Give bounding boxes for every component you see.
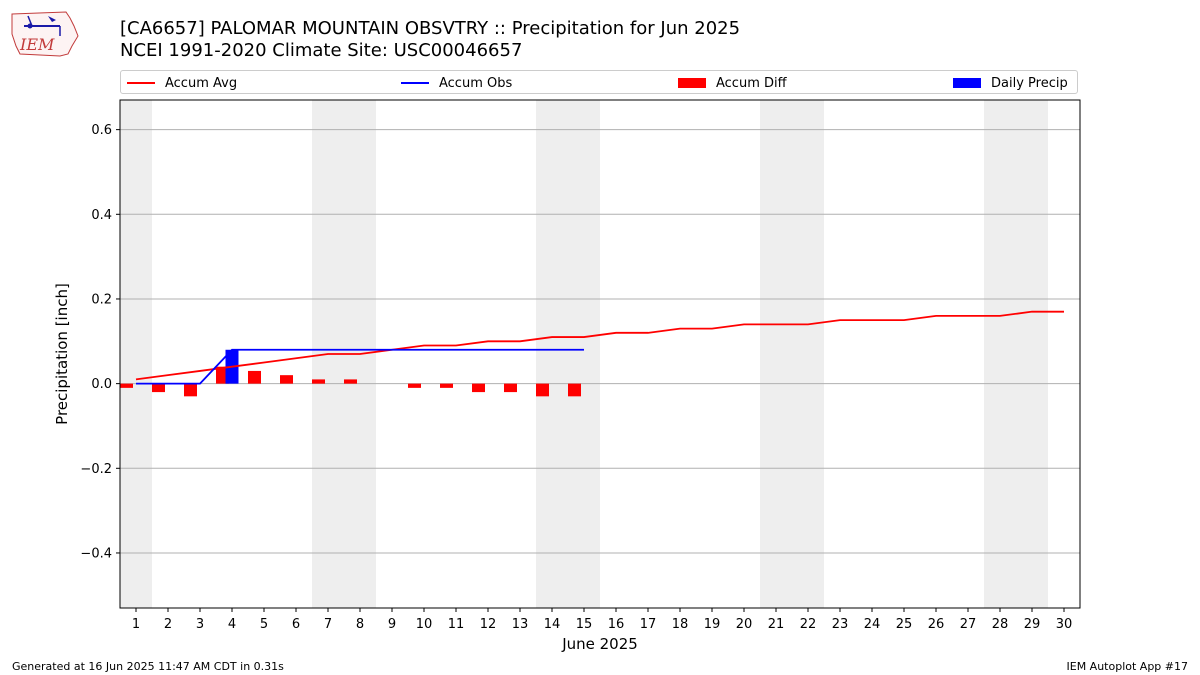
xtick-label-16: 16 <box>608 617 625 632</box>
legend-swatch-accum-diff <box>678 78 706 88</box>
xtick-label-6: 6 <box>292 617 300 632</box>
xtick-label-24: 24 <box>864 617 881 632</box>
xtick-label-12: 12 <box>480 617 497 632</box>
xtick-label-22: 22 <box>800 617 817 632</box>
xtick-label-1: 1 <box>132 617 140 632</box>
xtick-label-28: 28 <box>992 617 1009 632</box>
legend-item-accum-diff: Accum Diff <box>678 74 787 92</box>
xtick-label-5: 5 <box>260 617 268 632</box>
state-outline <box>11 11 79 57</box>
x-axis-label: June 2025 <box>561 635 638 653</box>
accum-diff-bar-day-14 <box>536 383 549 397</box>
xtick-label-8: 8 <box>356 617 364 632</box>
accum-diff-bar-day-11 <box>440 383 453 388</box>
weekend-band-4 <box>760 100 824 608</box>
legend-swatch-accum-obs <box>401 82 429 84</box>
xtick-label-20: 20 <box>736 617 753 632</box>
legend-swatch-daily-precip <box>953 78 981 88</box>
legend: Accum Avg Accum Obs Accum Diff Daily Pre… <box>120 70 1078 94</box>
ytick-label-2: 0.0 <box>91 377 112 392</box>
legend-swatch-accum-avg <box>127 82 155 84</box>
accum-diff-bar-day-6 <box>280 375 293 384</box>
ytick-label-5: 0.6 <box>91 123 112 138</box>
xtick-label-13: 13 <box>512 617 529 632</box>
ytick-label-0: −0.4 <box>80 546 112 561</box>
accum-diff-bar-day-10 <box>408 383 421 388</box>
xtick-label-9: 9 <box>388 617 396 632</box>
iem-logo: IEM <box>11 11 79 57</box>
ytick-label-1: −0.2 <box>80 462 112 477</box>
xtick-label-3: 3 <box>196 617 204 632</box>
legend-label-accum-obs: Accum Obs <box>439 75 513 91</box>
accum-diff-bar-day-5 <box>248 370 261 384</box>
accum-diff-bar-day-3 <box>184 383 197 397</box>
ytick-label-3: 0.2 <box>91 292 112 307</box>
accum-avg-line <box>135 310 1064 381</box>
legend-item-accum-obs: Accum Obs <box>401 74 512 92</box>
accum-diff-bar-day-12 <box>472 383 485 393</box>
weekend-band-1 <box>120 100 152 608</box>
legend-item-accum-avg: Accum Avg <box>127 74 237 92</box>
ytick-label-4: 0.4 <box>91 208 112 223</box>
xtick-label-19: 19 <box>704 617 721 632</box>
legend-label-accum-diff: Accum Diff <box>716 75 787 91</box>
xtick-label-10: 10 <box>416 617 433 632</box>
accum-diff-bar-day-8 <box>344 379 357 384</box>
accum-diff-bar-day-2 <box>152 383 165 393</box>
xtick-label-27: 27 <box>960 617 977 632</box>
xtick-label-17: 17 <box>640 617 657 632</box>
accum-diff-bar-day-15 <box>568 383 581 397</box>
plot-frame <box>119 99 1081 609</box>
legend-label-accum-avg: Accum Avg <box>165 75 238 91</box>
xtick-label-26: 26 <box>928 617 945 632</box>
xtick-label-4: 4 <box>228 617 236 632</box>
chart-title: [CA6657] PALOMAR MOUNTAIN OBSVTRY :: Pre… <box>120 18 741 39</box>
accum-diff-bar-day-7 <box>312 379 325 384</box>
chart-subtitle: NCEI 1991-2020 Climate Site: USC00046657 <box>120 40 523 61</box>
xtick-label-7: 7 <box>324 617 332 632</box>
xtick-label-18: 18 <box>672 617 689 632</box>
xtick-label-15: 15 <box>576 617 593 632</box>
logo-text: IEM <box>19 35 55 54</box>
accum-diff-bar-day-1 <box>120 383 133 388</box>
generated-timestamp: Generated at 16 Jun 2025 11:47 AM CDT in… <box>12 660 284 673</box>
legend-item-daily-precip: Daily Precip <box>953 74 1068 92</box>
xtick-label-2: 2 <box>164 617 172 632</box>
xtick-label-30: 30 <box>1056 617 1073 632</box>
xtick-label-11: 11 <box>448 617 465 632</box>
accum-diff-bar-day-13 <box>504 383 517 393</box>
weekend-band-5 <box>984 100 1048 608</box>
y-axis-label: Precipitation [inch] <box>53 283 71 425</box>
xtick-label-14: 14 <box>544 617 561 632</box>
xtick-label-25: 25 <box>896 617 913 632</box>
xtick-label-29: 29 <box>1024 617 1041 632</box>
autoplot-app-label: IEM Autoplot App #17 <box>1066 660 1189 673</box>
accum-obs-line <box>136 348 584 385</box>
weekend-band-3 <box>536 100 600 608</box>
xtick-label-21: 21 <box>768 617 785 632</box>
legend-label-daily-precip: Daily Precip <box>991 75 1068 91</box>
xtick-label-23: 23 <box>832 617 849 632</box>
